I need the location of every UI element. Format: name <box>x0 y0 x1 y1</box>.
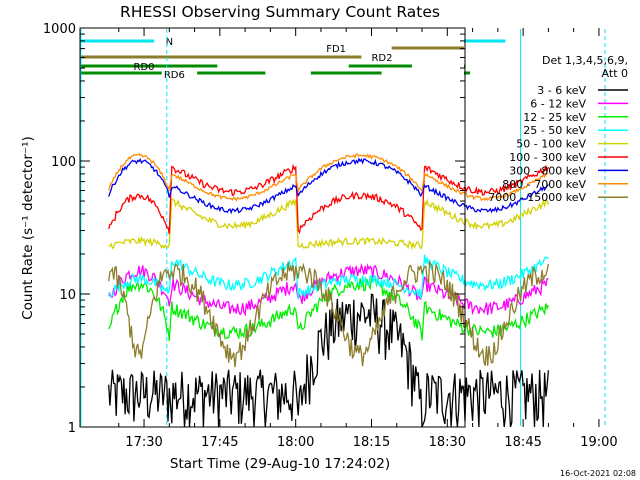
series-line-2 <box>108 262 549 317</box>
series-lines <box>108 152 550 428</box>
legend-label: 300 - 800 keV <box>509 164 586 177</box>
flag-label-RD2: RD2 <box>371 53 392 64</box>
flag-bars: N FD1 RD2 RD0 RD6 <box>81 37 506 81</box>
x-tick-label: 19:00 <box>580 435 617 450</box>
legend-label: 3 - 6 keV <box>537 84 586 97</box>
y-tick-label: 100 <box>51 155 76 170</box>
x-tick-label: 18:30 <box>429 435 466 450</box>
flag-label-FD1: FD1 <box>326 44 346 55</box>
legend-label: 100 - 300 keV <box>509 151 586 164</box>
series-line-8 <box>108 152 549 202</box>
x-tick-label: 18:00 <box>277 435 314 450</box>
legend-label: 25 - 50 keV <box>523 124 586 137</box>
chart-title: RHESSI Observing Summary Count Rates <box>120 3 440 21</box>
y-axis-label: Count Rate (s⁻¹ detector⁻¹) <box>20 136 36 320</box>
footer-timestamp: 16-Oct-2021 02:08 <box>560 469 636 478</box>
legend-label: 6 - 12 keV <box>530 97 586 110</box>
y-tick-label: 1 <box>68 421 76 436</box>
series-line-5 <box>108 197 550 251</box>
flag-label-N: N <box>166 37 173 48</box>
legend-label: 12 - 25 keV <box>523 111 586 124</box>
y-tick-label: 1000 <box>43 22 76 37</box>
series-line-6 <box>108 163 550 235</box>
legend-title: Att 0 <box>602 67 628 80</box>
vertical-markers <box>80 29 606 426</box>
x-tick-label: 17:30 <box>125 435 162 450</box>
x-tick-label: 18:45 <box>504 435 541 450</box>
plot-frame <box>79 27 466 428</box>
series-line-1 <box>108 293 550 428</box>
series-line-9 <box>108 260 550 368</box>
x-tick-label: 17:45 <box>201 435 238 450</box>
flag-label-RD6: RD6 <box>164 70 185 81</box>
axes: 17:30 17:45 18:00 18:15 18:30 18:45 19:00 1 10 10… <box>43 22 618 450</box>
series-line-7 <box>108 157 549 215</box>
x-tick-label: 18:15 <box>353 435 390 450</box>
x-axis-label: Start Time (29-Aug-10 17:24:02) <box>170 456 390 472</box>
flag-label-RD0: RD0 <box>134 62 155 73</box>
y-tick-label: 10 <box>59 288 76 303</box>
legend-title: Det 1,3,4,5,6,9, <box>542 54 628 67</box>
legend-label: 7000 - 15000 keV <box>488 191 586 204</box>
legend-label: 50 - 100 keV <box>516 138 586 151</box>
legend-label: 800 - 7000 keV <box>502 178 586 191</box>
